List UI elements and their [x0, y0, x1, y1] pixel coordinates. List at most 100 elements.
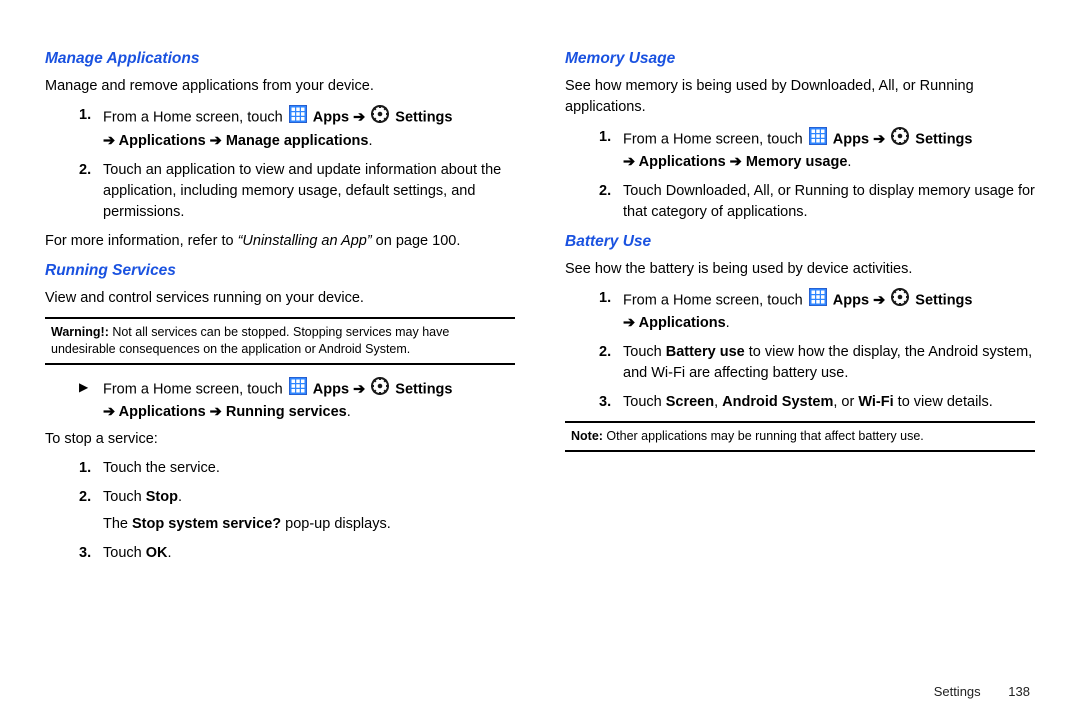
- heading-running-services: Running Services: [45, 260, 515, 282]
- warning-body: Not all services can be stopped. Stoppin…: [51, 325, 449, 356]
- settings-label: Settings: [915, 292, 972, 308]
- arrow: ➔: [873, 292, 889, 308]
- list-body: Touch Stop. The Stop system service? pop…: [103, 487, 515, 535]
- arrow: ➔: [873, 131, 889, 147]
- stop-intro: To stop a service:: [45, 429, 515, 450]
- list-body: From a Home screen, touch Apps ➔ Setting…: [103, 105, 515, 151]
- text: From a Home screen, touch: [103, 381, 287, 397]
- text: .: [167, 545, 171, 561]
- text: , or: [833, 394, 858, 410]
- list-number: 2.: [79, 487, 103, 535]
- heading-manage-applications: Manage Applications: [45, 48, 515, 70]
- list-item: 3. Touch OK.: [79, 543, 515, 564]
- left-column: Manage Applications Manage and remove ap…: [45, 40, 515, 572]
- text: Touch: [103, 545, 146, 561]
- list-body: Touch OK.: [103, 543, 515, 564]
- list-item: 3. Touch Screen, Android System, or Wi-F…: [565, 392, 1035, 413]
- page-content: Manage Applications Manage and remove ap…: [0, 0, 1080, 572]
- text: The: [103, 516, 132, 532]
- text: Touch: [623, 394, 666, 410]
- note-body: Other applications may be running that a…: [603, 429, 924, 443]
- bold: Battery use: [666, 344, 745, 360]
- bold: Stop system service?: [132, 516, 281, 532]
- triangle-bullet-icon: ▶: [79, 377, 103, 423]
- note-label: Note:: [571, 429, 603, 443]
- list-body: Touch Battery use to view how the displa…: [623, 342, 1035, 384]
- list-memory-usage: 1. From a Home screen, touch Apps ➔ Sett…: [565, 127, 1035, 223]
- path-bold: ➔ Applications ➔ Running services: [103, 404, 347, 420]
- bold: Android System: [722, 394, 833, 410]
- text: to view details.: [894, 394, 993, 410]
- list-stop-service: 1. Touch the service. 2. Touch Stop. The…: [45, 458, 515, 564]
- bold: Screen: [666, 394, 714, 410]
- reference-text: For more information, refer to “Uninstal…: [45, 231, 515, 252]
- bold: OK: [146, 545, 168, 561]
- list-manage-apps: 1. From a Home screen, touch Apps ➔ Sett…: [45, 105, 515, 222]
- text: .: [368, 133, 372, 149]
- list-number: 1.: [599, 288, 623, 334]
- intro-manage-apps: Manage and remove applications from your…: [45, 76, 515, 97]
- list-body: Touch the service.: [103, 458, 515, 479]
- text: From a Home screen, touch: [623, 131, 807, 147]
- text: .: [847, 154, 851, 170]
- heading-memory-usage: Memory Usage: [565, 48, 1035, 70]
- path-bold: ➔ Applications ➔ Manage applications: [103, 133, 368, 149]
- list-item: 1. Touch the service.: [79, 458, 515, 479]
- apps-icon: [809, 288, 827, 313]
- intro-memory-usage: See how memory is being used by Download…: [565, 76, 1035, 118]
- text: For more information, refer to: [45, 233, 238, 249]
- heading-battery-use: Battery Use: [565, 231, 1035, 253]
- apps-label: Apps: [833, 131, 869, 147]
- text: Touch: [103, 489, 146, 505]
- list-body: From a Home screen, touch Apps ➔ Setting…: [623, 288, 1035, 334]
- text: ,: [714, 394, 722, 410]
- list-number: 1.: [79, 105, 103, 151]
- arrow: ➔: [353, 110, 369, 126]
- apps-label: Apps: [313, 110, 349, 126]
- text: on page 100.: [372, 233, 461, 249]
- list-body: From a Home screen, touch Apps ➔ Setting…: [623, 127, 1035, 173]
- apps-icon: [289, 377, 307, 402]
- list-body: Touch an application to view and update …: [103, 160, 515, 223]
- list-item: 2. Touch Battery use to view how the dis…: [565, 342, 1035, 384]
- text: .: [178, 489, 182, 505]
- settings-label: Settings: [915, 131, 972, 147]
- text: pop-up displays.: [281, 516, 391, 532]
- list-item: 2. Touch Stop. The Stop system service? …: [79, 487, 515, 535]
- ref-title-italic: “Uninstalling an App”: [238, 233, 372, 249]
- text: From a Home screen, touch: [623, 292, 807, 308]
- gear-icon: [891, 288, 909, 313]
- list-number: 2.: [599, 342, 623, 384]
- list-item: 2. Touch an application to view and upda…: [45, 160, 515, 223]
- warning-box: Warning!: Not all services can be stoppe…: [45, 317, 515, 365]
- gear-icon: [371, 105, 389, 130]
- footer-section: Settings: [934, 684, 981, 699]
- bullet-item: ▶ From a Home screen, touch Apps ➔ Setti…: [45, 377, 515, 423]
- text: From a Home screen, touch: [103, 110, 287, 126]
- list-number: 3.: [79, 543, 103, 564]
- list-number: 1.: [79, 458, 103, 479]
- text: .: [726, 315, 730, 331]
- bold: Stop: [146, 489, 178, 505]
- intro-running-services: View and control services running on you…: [45, 288, 515, 309]
- apps-icon: [289, 105, 307, 130]
- path-bold: ➔ Applications ➔ Memory usage: [623, 154, 847, 170]
- apps-label: Apps: [833, 292, 869, 308]
- right-column: Memory Usage See how memory is being use…: [565, 40, 1035, 572]
- apps-label: Apps: [313, 381, 349, 397]
- list-number: 2.: [599, 181, 623, 223]
- gear-icon: [371, 377, 389, 402]
- settings-label: Settings: [395, 381, 452, 397]
- gear-icon: [891, 127, 909, 152]
- settings-label: Settings: [395, 110, 452, 126]
- warning-label: Warning!:: [51, 325, 109, 339]
- list-number: 2.: [79, 160, 103, 223]
- note-box: Note: Other applications may be running …: [565, 421, 1035, 452]
- bullet-body: From a Home screen, touch Apps ➔ Setting…: [103, 377, 515, 423]
- list-body: Touch Screen, Android System, or Wi-Fi t…: [623, 392, 1035, 413]
- intro-battery-use: See how the battery is being used by dev…: [565, 259, 1035, 280]
- list-battery-use: 1. From a Home screen, touch Apps ➔ Sett…: [565, 288, 1035, 413]
- path-bold: ➔ Applications: [623, 315, 726, 331]
- list-item: 1. From a Home screen, touch Apps ➔ Sett…: [45, 105, 515, 151]
- list-number: 1.: [599, 127, 623, 173]
